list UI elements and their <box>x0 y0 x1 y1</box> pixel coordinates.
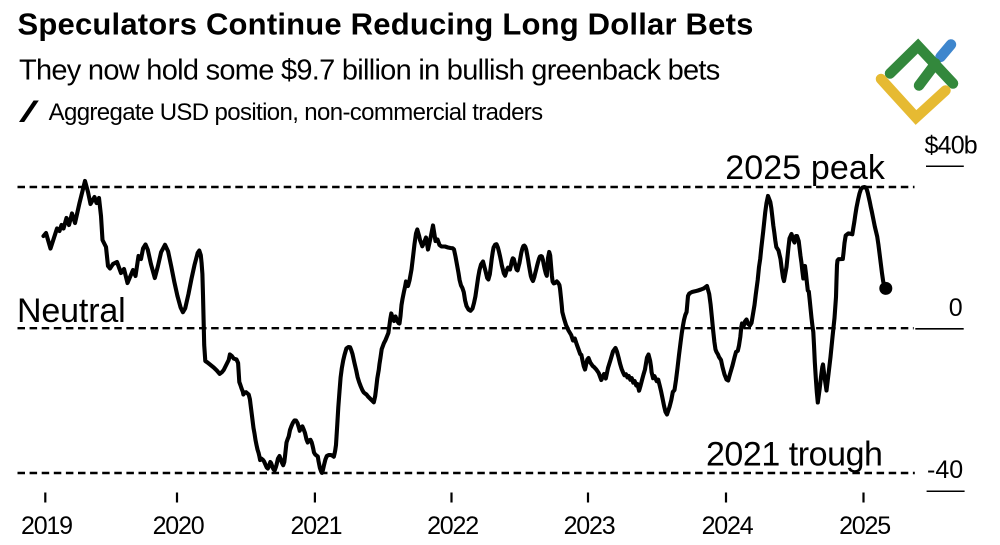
svg-text:Neutral: Neutral <box>17 292 126 330</box>
svg-text:2019: 2019 <box>21 512 72 540</box>
svg-text:2021 trough: 2021 trough <box>706 436 883 474</box>
svg-text:Aggregate USD position, non-co: Aggregate USD position, non-commercial t… <box>49 99 544 126</box>
svg-text:$40b: $40b <box>925 132 977 160</box>
svg-text:Speculators Continue Reducing: Speculators Continue Reducing Long Dolla… <box>18 7 754 42</box>
svg-text:0: 0 <box>949 294 963 322</box>
svg-text:2020: 2020 <box>153 512 204 540</box>
svg-text:2025 peak: 2025 peak <box>725 149 886 187</box>
svg-text:2022: 2022 <box>427 512 478 540</box>
svg-text:They now hold some $9.7 billio: They now hold some $9.7 billion in bulli… <box>19 55 720 87</box>
svg-text:2021: 2021 <box>290 512 341 540</box>
svg-text:2023: 2023 <box>564 512 615 540</box>
svg-text:-40: -40 <box>927 456 963 484</box>
svg-text:2025: 2025 <box>839 512 890 540</box>
svg-text:2024: 2024 <box>702 512 754 540</box>
